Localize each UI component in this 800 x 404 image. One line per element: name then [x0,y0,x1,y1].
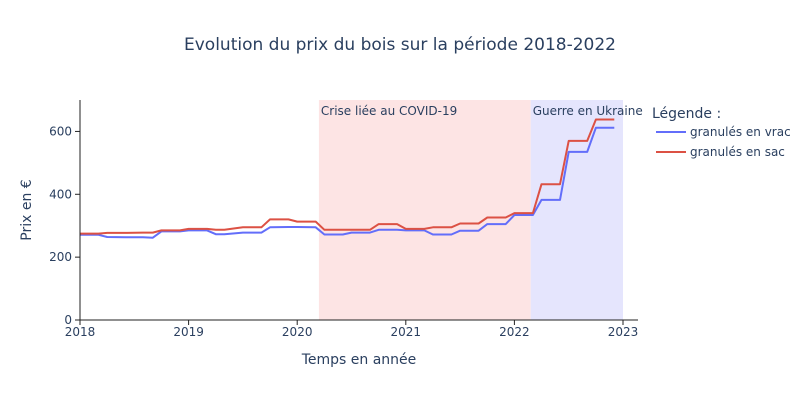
region-annotation: Guerre en Ukraine [533,104,643,118]
y-tick-label: 200 [49,250,72,264]
region-annotations: Crise liée au COVID-19 Guerre en Ukraine [321,104,643,118]
legend: Légende : granulés en vrac granulés en sa… [652,106,791,159]
y-axis-ticks: 0 200 400 600 [49,124,80,327]
x-axis-title: Temps en année [301,352,417,368]
y-axis-title: Prix en € [19,179,35,240]
legend-label-1: granulés en vrac [690,125,791,139]
x-tick-label: 2019 [173,325,204,339]
legend-title: Légende : [652,106,721,122]
x-tick-label: 2020 [282,325,313,339]
x-tick-label: 2018 [65,325,96,339]
y-tick-label: 600 [49,124,72,138]
shaded-regions [318,100,623,320]
x-axis-ticks: 2018 2019 2020 2021 2022 2023 [65,320,639,339]
x-tick-label: 2023 [608,325,639,339]
x-tick-label: 2022 [499,325,530,339]
series-lines [80,118,615,239]
shaded-region [530,100,623,320]
axes [79,100,638,321]
y-tick-label: 0 [64,313,72,327]
chart-title: Evolution du prix du bois sur la période… [184,35,616,55]
shaded-region [318,100,531,320]
series-line-2 [80,118,615,235]
y-tick-label: 400 [49,187,72,201]
x-tick-label: 2021 [391,325,422,339]
legend-items: granulés en vrac granulés en sac [656,125,791,159]
region-annotation: Crise liée au COVID-19 [321,104,457,118]
legend-label-2: granulés en sac [690,145,785,159]
